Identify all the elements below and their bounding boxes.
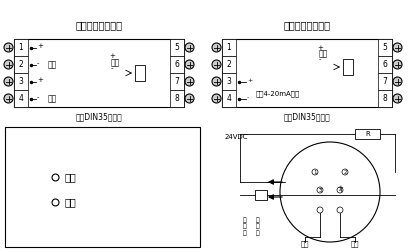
Circle shape [185,77,194,86]
Text: +: + [109,53,115,59]
Bar [222,90,236,107]
Circle shape [4,94,13,103]
Circle shape [185,43,194,52]
Bar [170,73,184,90]
Text: 5: 5 [175,43,179,52]
Bar [355,129,380,139]
Text: 调零: 调零 [65,172,77,182]
Bar [14,73,28,90]
Text: 1: 1 [313,170,317,174]
Bar [14,39,184,107]
Bar [14,90,28,107]
Circle shape [4,77,13,86]
Circle shape [212,43,221,52]
Bar [170,39,184,56]
Text: -: - [37,60,39,67]
Bar [222,56,236,73]
Text: 1: 1 [19,43,23,52]
Text: 6: 6 [382,60,387,69]
Circle shape [185,94,194,103]
Bar [5,127,200,247]
Text: 热
电
偶: 热 电 偶 [256,217,260,236]
Bar [135,65,145,81]
Text: -: - [247,95,249,100]
Text: -: - [319,185,321,191]
Circle shape [212,94,221,103]
Text: R: R [365,131,370,137]
Text: 2: 2 [19,60,23,69]
Circle shape [4,43,13,52]
Circle shape [337,207,343,213]
Text: 输入: 输入 [110,58,120,67]
Circle shape [393,77,402,86]
Text: 8: 8 [382,94,387,103]
Text: +: + [337,185,343,191]
Text: 线制4-20mA输出: 线制4-20mA输出 [256,90,300,97]
Text: 7: 7 [175,77,179,86]
Text: 调满: 调满 [65,197,77,207]
Bar [378,73,392,90]
Text: -: - [111,66,113,72]
Text: 输出: 输出 [48,94,57,103]
Text: 3: 3 [227,77,232,86]
Text: 零位: 零位 [301,241,309,247]
Text: 7: 7 [382,77,387,86]
Circle shape [312,169,318,175]
Text: 热
电
阻: 热 电 阻 [243,217,247,236]
Bar [343,59,353,75]
Text: 24VDC: 24VDC [225,134,248,140]
Bar [14,39,28,56]
Text: +: + [317,45,323,51]
Text: 5: 5 [382,43,387,52]
Text: -: - [37,94,39,101]
Circle shape [4,60,13,69]
Circle shape [317,187,323,193]
Text: 标准DIN35导轨式: 标准DIN35导轨式 [284,112,330,121]
Text: 1: 1 [227,43,232,52]
Circle shape [185,60,194,69]
Bar [255,190,267,200]
Text: 导轨式温度变送器: 导轨式温度变送器 [283,20,331,30]
Circle shape [212,60,221,69]
Bar [14,56,28,73]
Text: 6: 6 [175,60,179,69]
Circle shape [212,77,221,86]
Text: 输入: 输入 [319,49,328,58]
Text: 2: 2 [227,60,232,69]
Text: +: + [247,78,252,83]
Text: 3: 3 [18,77,23,86]
Bar [378,39,392,56]
Bar [222,39,236,56]
Circle shape [280,142,380,242]
Circle shape [342,169,348,175]
Text: 4: 4 [18,94,23,103]
Text: -: - [319,56,321,62]
Bar [378,56,392,73]
Bar [378,90,392,107]
Text: 标准DIN35导轨式: 标准DIN35导轨式 [76,112,122,121]
Text: 8: 8 [175,94,179,103]
Text: 量程: 量程 [351,241,359,247]
Bar [222,73,236,90]
Circle shape [393,60,402,69]
Text: +: + [37,44,43,49]
Circle shape [337,187,343,193]
Circle shape [393,43,402,52]
Bar [170,90,184,107]
Bar [170,56,184,73]
Text: 电源: 电源 [48,60,57,69]
Circle shape [317,207,323,213]
Text: 导轨式温度变送器: 导轨式温度变送器 [76,20,122,30]
Text: 3: 3 [318,187,322,193]
Text: +: + [37,78,43,83]
Text: 2: 2 [343,170,347,174]
Bar [222,39,392,107]
Text: 4: 4 [338,187,342,193]
Circle shape [393,94,402,103]
Text: 4: 4 [227,94,232,103]
